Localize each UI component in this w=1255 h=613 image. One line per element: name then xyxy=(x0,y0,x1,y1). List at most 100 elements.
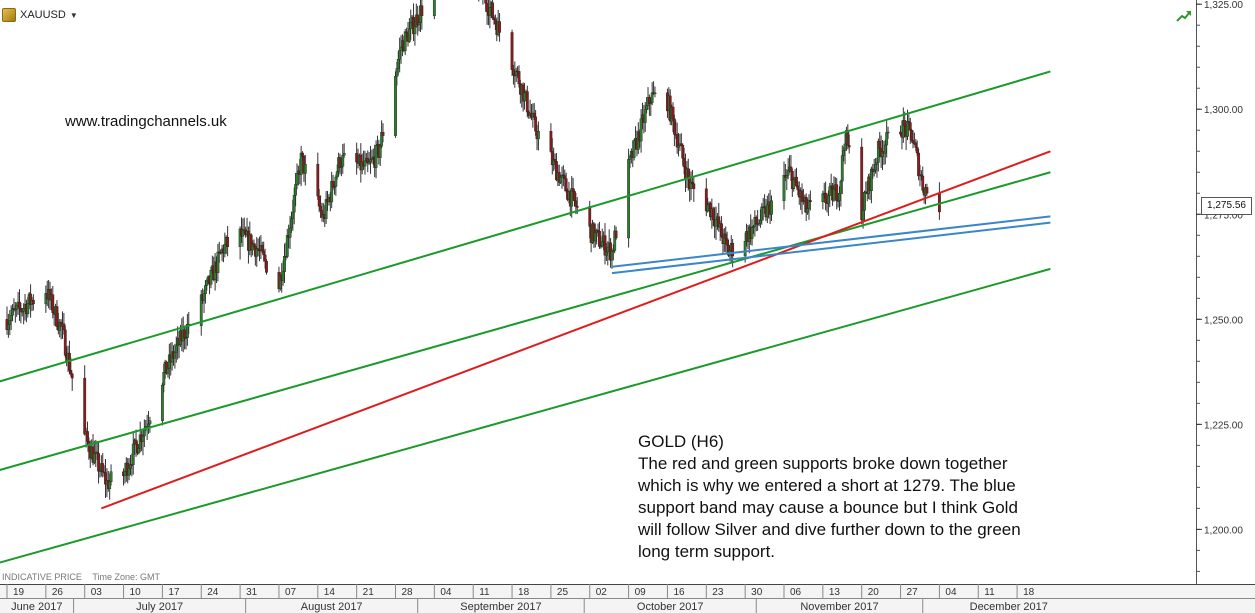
price-axis-label: 1,275.00 xyxy=(1204,210,1243,221)
candle-body xyxy=(319,205,322,211)
symbol-selector[interactable]: XAUUSD ▼ xyxy=(2,6,78,24)
candle-body xyxy=(15,305,19,310)
candle-body xyxy=(62,323,66,331)
day-tick-label: 16 xyxy=(673,587,685,598)
candle-body xyxy=(51,294,55,313)
day-tick-label: 04 xyxy=(945,587,957,598)
month-label: June 2017 xyxy=(11,601,62,613)
candle-body xyxy=(675,134,679,148)
candle-body xyxy=(342,153,346,156)
candle-body xyxy=(917,152,920,177)
day-tick-label: 19 xyxy=(13,587,25,598)
candle-body xyxy=(628,156,632,160)
candle-body xyxy=(252,243,256,247)
candle-body xyxy=(413,26,417,35)
candle-body xyxy=(575,206,579,208)
candle-body xyxy=(846,130,850,146)
day-tick-label: 27 xyxy=(907,587,919,598)
blue-trend-line xyxy=(611,221,1051,275)
candle-body xyxy=(263,254,267,262)
candle-body xyxy=(95,451,99,454)
month-label: September 2017 xyxy=(460,601,541,613)
price-axis-label: 1,225.00 xyxy=(1204,420,1243,431)
candle-body xyxy=(910,130,914,141)
candle-body xyxy=(782,175,786,201)
candle-body xyxy=(610,251,614,261)
candle-body xyxy=(292,195,296,213)
candle-body xyxy=(285,235,289,257)
candle-body xyxy=(134,439,138,445)
candle-body xyxy=(759,219,762,224)
candle-body xyxy=(294,184,297,196)
candle-body xyxy=(827,195,830,204)
candle-body xyxy=(147,423,150,427)
candle-body xyxy=(549,131,553,152)
candle-body xyxy=(55,306,59,327)
candle-body xyxy=(914,142,918,148)
green-trend-line xyxy=(0,70,1051,383)
trend-up-icon[interactable] xyxy=(1176,9,1192,23)
candle-body xyxy=(679,143,683,146)
candle-body xyxy=(378,145,382,158)
candle-body xyxy=(847,145,851,148)
candle-body xyxy=(399,46,403,51)
day-tick-label: 03 xyxy=(91,587,103,598)
candle-body xyxy=(290,218,293,229)
candle-body xyxy=(792,179,796,189)
day-tick-label: 18 xyxy=(518,587,530,598)
annotation-box: GOLD (H6) The red and green supports bro… xyxy=(638,431,1108,563)
candle-body xyxy=(19,308,23,312)
candle-body xyxy=(653,92,657,95)
month-label: July 2017 xyxy=(136,601,183,613)
candle-body xyxy=(639,118,643,142)
candle-body xyxy=(288,227,292,238)
candle-body xyxy=(828,186,832,196)
candle-body xyxy=(842,150,846,156)
day-tick-label: 07 xyxy=(285,587,297,598)
gold-icon xyxy=(2,8,16,22)
candle-body xyxy=(564,178,568,192)
candle-body xyxy=(93,453,96,463)
candle-body xyxy=(808,200,812,203)
candle-body xyxy=(574,200,578,207)
month-label: December 2017 xyxy=(970,601,1048,613)
candle-body xyxy=(403,31,407,51)
candle-body xyxy=(606,247,610,253)
candle-body xyxy=(627,159,631,239)
footer-note: INDICATIVE PRICE Time Zone: GMT xyxy=(2,572,160,582)
candle-body xyxy=(682,157,686,168)
annotation-line: long term support. xyxy=(638,542,776,561)
caret-down-icon[interactable]: ▼ xyxy=(69,10,78,20)
candle-body xyxy=(907,120,911,123)
candle-body xyxy=(202,293,206,301)
candle-body xyxy=(835,184,839,202)
candle-body xyxy=(510,32,514,70)
candle-body xyxy=(86,431,89,442)
candle-body xyxy=(874,164,877,171)
candle-body xyxy=(324,199,328,219)
candle-body xyxy=(6,324,10,331)
candle-body xyxy=(593,232,597,242)
candle-body xyxy=(711,208,715,220)
candle-body xyxy=(381,132,385,136)
candle-body xyxy=(183,329,186,339)
candle-body xyxy=(265,260,268,273)
day-tick-label: 23 xyxy=(712,587,724,598)
candle-body xyxy=(262,250,266,256)
candle-body xyxy=(875,162,879,165)
candle-body xyxy=(26,303,30,315)
candle-body xyxy=(335,171,339,178)
candle-body xyxy=(731,242,735,257)
candle-body xyxy=(706,204,710,212)
candle-body xyxy=(407,28,411,42)
candle-body xyxy=(786,170,790,176)
annotation-line: The red and green supports broke down to… xyxy=(638,454,1008,473)
candle-body xyxy=(843,143,847,151)
day-tick-label: 11 xyxy=(984,587,995,598)
candle-body xyxy=(789,166,793,172)
candle-body xyxy=(398,49,402,60)
candle-body xyxy=(395,68,399,77)
day-tick-label: 02 xyxy=(596,587,608,598)
candle-body xyxy=(9,315,13,321)
